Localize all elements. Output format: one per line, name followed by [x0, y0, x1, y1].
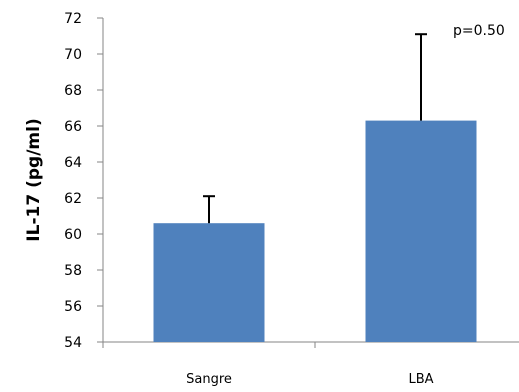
y-tick-label: 58 — [64, 263, 82, 279]
x-tick-label: Sangre — [186, 372, 232, 387]
y-axis-title: IL-17 (pg/ml) — [24, 118, 44, 241]
y-tick-label: 70 — [64, 47, 82, 63]
y-tick-label: 72 — [64, 11, 82, 27]
y-tick-label: 66 — [64, 119, 82, 135]
y-tick-label: 62 — [64, 191, 82, 207]
y-tick-label: 64 — [64, 155, 82, 171]
error-bars — [203, 33, 427, 224]
p-value-annotation: p=0.50 — [453, 23, 505, 39]
x-tick-label: LBA — [408, 372, 433, 387]
y-tick-label: 54 — [64, 335, 82, 351]
bar-lba — [365, 120, 477, 342]
y-tick-label: 60 — [64, 227, 82, 243]
bars — [153, 120, 477, 342]
x-tick-labels: Sangre LBA — [102, 342, 434, 387]
y-tick-label: 56 — [64, 299, 82, 315]
y-ticks: 54 56 58 60 62 64 66 68 70 72 — [64, 11, 103, 351]
y-tick-label: 68 — [64, 83, 82, 99]
bar-sangre — [153, 223, 265, 342]
